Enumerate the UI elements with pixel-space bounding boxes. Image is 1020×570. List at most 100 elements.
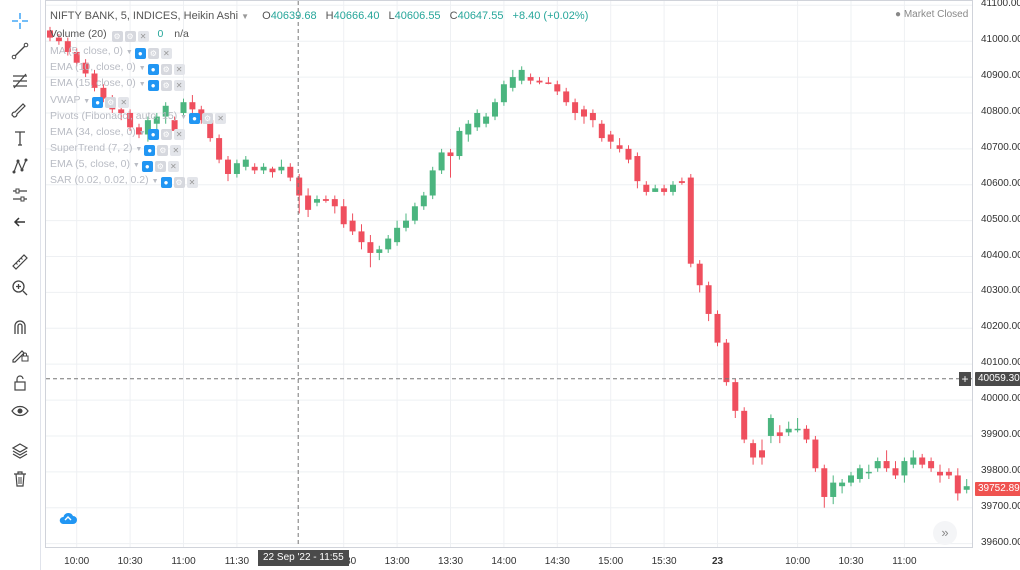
- candle: [874, 457, 881, 472]
- time-tick-label: 11:30: [224, 556, 250, 567]
- trend-line-icon[interactable]: [0, 38, 40, 64]
- eye-icon[interactable]: ●: [92, 97, 104, 108]
- time-axis[interactable]: 10:0010:3011:0011:3012:3013:0013:3014:00…: [45, 548, 973, 570]
- close-icon[interactable]: ✕: [173, 80, 185, 91]
- candle: [821, 464, 828, 508]
- candle: [411, 202, 418, 225]
- settings-icon[interactable]: ⚙: [160, 64, 172, 75]
- eye-icon[interactable]: ●: [141, 161, 153, 172]
- indicator-name[interactable]: SAR (0.02, 0.02, 0.2): [50, 174, 149, 186]
- indicator-name[interactable]: Volume (20): [50, 28, 107, 40]
- trash-icon[interactable]: [0, 466, 40, 492]
- prediction-icon[interactable]: [0, 182, 40, 208]
- settings-icon[interactable]: ⚙: [160, 80, 172, 91]
- candle: [64, 37, 71, 56]
- ohlc-change: +8.40 (+0.02%): [512, 10, 589, 22]
- crosshair: [46, 1, 972, 547]
- price-axis[interactable]: 41100.00 41000.00 40900.00 40800.00 40700.00…: [973, 0, 1020, 548]
- candle: [269, 166, 276, 178]
- crosshair-icon[interactable]: [0, 8, 40, 34]
- scroll-to-realtime-button[interactable]: »: [933, 521, 957, 545]
- indicator-name[interactable]: EMA (34, close, 0): [50, 126, 136, 138]
- close-icon[interactable]: ✕: [160, 48, 172, 59]
- candle: [314, 195, 320, 207]
- market-status: ● Market Closed: [895, 9, 968, 20]
- indicator-row[interactable]: EMA (15, close, 0) ▼ ● ⚙ ✕: [50, 77, 185, 91]
- lock-icon[interactable]: [0, 370, 40, 396]
- chevron-down-icon[interactable]: ▼: [241, 12, 250, 21]
- eye-icon[interactable]: ●: [160, 177, 172, 188]
- eye-icon[interactable]: ●: [147, 80, 159, 91]
- indicator-row[interactable]: Volume (20) ⚙ ⚙ ✕ 0 n/a: [50, 28, 189, 42]
- text-icon[interactable]: [0, 125, 40, 151]
- settings-icon[interactable]: ⚙: [154, 161, 166, 172]
- settings-icon[interactable]: ⚙: [111, 31, 123, 42]
- close-icon[interactable]: ✕: [118, 97, 130, 108]
- close-icon[interactable]: ✕: [137, 31, 149, 42]
- lock-drawings-icon[interactable]: [0, 341, 40, 367]
- indicator-name[interactable]: VWAP: [50, 94, 81, 106]
- symbol-row[interactable]: NIFTY BANK, 5, INDICES, Heikin Ashi ▼ O4…: [50, 10, 588, 22]
- settings-icon[interactable]: ⚙: [105, 97, 117, 108]
- candle: [385, 234, 392, 253]
- close-icon[interactable]: ✕: [186, 177, 198, 188]
- settings-icon[interactable]: ⚙: [124, 31, 136, 42]
- indicator-name[interactable]: MA (5, close, 0): [50, 45, 123, 57]
- candle: [367, 234, 374, 268]
- settings-icon[interactable]: ⚙: [157, 145, 169, 156]
- candle: [865, 464, 872, 480]
- layers-icon[interactable]: [0, 438, 40, 464]
- indicator-row[interactable]: VWAP ▼ ● ⚙ ✕: [50, 94, 130, 108]
- settings-icon[interactable]: ⚙: [147, 48, 159, 59]
- indicator-name[interactable]: EMA (5, close, 0): [50, 158, 130, 170]
- candle: [536, 77, 543, 85]
- indicator-row[interactable]: EMA (5, close, 0) ▼ ● ⚙ ✕: [50, 158, 179, 172]
- indicator-name[interactable]: Pivots (Fibonacci, auto, 15): [50, 110, 178, 122]
- settings-icon[interactable]: ⚙: [160, 129, 172, 140]
- cloud-icon[interactable]: [58, 511, 78, 528]
- close-icon[interactable]: ✕: [170, 145, 182, 156]
- indicator-row[interactable]: MA (5, close, 0) ▼ ● ⚙ ✕: [50, 45, 172, 59]
- ruler-icon[interactable]: [0, 249, 40, 275]
- indicator-row[interactable]: EMA (34, close, 0) ▼ ● ⚙ ✕: [50, 126, 185, 140]
- eye-icon[interactable]: ●: [147, 129, 159, 140]
- close-icon[interactable]: ✕: [173, 129, 185, 140]
- add-alert-icon[interactable]: +: [959, 372, 971, 386]
- candle: [678, 177, 685, 185]
- pattern-icon[interactable]: [0, 153, 40, 179]
- candle: [260, 163, 267, 174]
- close-icon[interactable]: ✕: [167, 161, 179, 172]
- settings-icon[interactable]: ⚙: [173, 177, 185, 188]
- indicator-row[interactable]: EMA (10, close, 0) ▼ ● ⚙ ✕: [50, 61, 185, 75]
- indicator-name[interactable]: EMA (10, close, 0): [50, 61, 136, 73]
- back-arrow-icon[interactable]: [0, 209, 40, 235]
- zoom-in-icon[interactable]: [0, 275, 40, 301]
- magnet-icon[interactable]: [0, 314, 40, 340]
- brush-icon[interactable]: [0, 98, 40, 124]
- eye-icon[interactable]: ●: [189, 113, 201, 124]
- candle: [500, 80, 507, 106]
- close-icon[interactable]: ✕: [173, 64, 185, 75]
- candle: [118, 105, 125, 121]
- candlestick-chart[interactable]: [46, 1, 973, 548]
- eye-icon[interactable]: ●: [134, 48, 146, 59]
- indicator-name[interactable]: SuperTrend (7, 2): [50, 142, 133, 154]
- indicator-row[interactable]: Pivots (Fibonacci, auto, 15) ▼ ● ⚙ ✕: [50, 110, 227, 124]
- eye-icon[interactable]: ●: [147, 64, 159, 75]
- price-tick-label: 40500.00: [981, 213, 1020, 225]
- eye-icon[interactable]: ●: [144, 145, 156, 156]
- ohlc-close-value: 40647.55: [457, 10, 504, 22]
- candle: [100, 84, 107, 103]
- settings-icon[interactable]: ⚙: [202, 113, 214, 124]
- symbol-title[interactable]: NIFTY BANK, 5, INDICES, Heikin Ashi: [50, 10, 239, 22]
- eye-icon[interactable]: [0, 398, 40, 424]
- candle: [963, 479, 970, 494]
- fib-icon[interactable]: [0, 68, 40, 94]
- time-tick-label: 15:30: [651, 556, 677, 567]
- indicator-row[interactable]: SuperTrend (7, 2) ▼ ● ⚙ ✕: [50, 142, 182, 156]
- chart-pane[interactable]: [45, 0, 973, 548]
- indicator-name[interactable]: EMA (15, close, 0): [50, 77, 136, 89]
- close-icon[interactable]: ✕: [215, 113, 227, 124]
- time-tick-label: 13:30: [437, 556, 464, 567]
- indicator-row[interactable]: SAR (0.02, 0.02, 0.2) ▼ ● ⚙ ✕: [50, 174, 198, 188]
